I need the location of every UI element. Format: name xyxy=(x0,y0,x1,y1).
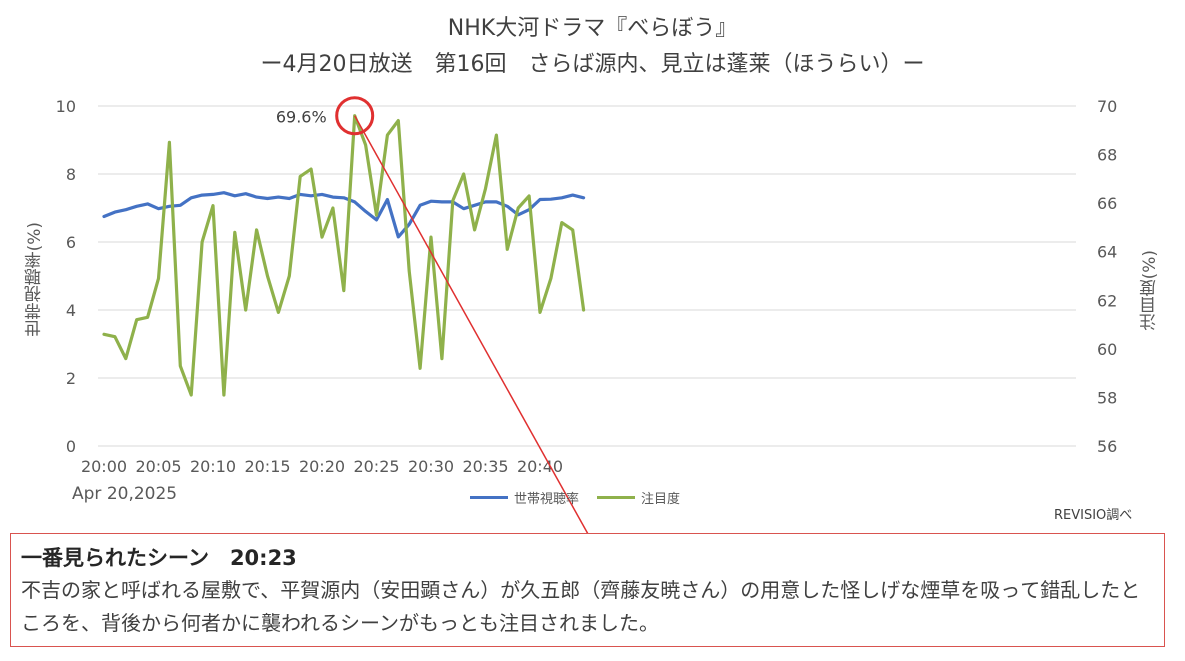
series-line-attention xyxy=(102,114,586,397)
y-tick-right-label: 60 xyxy=(1097,340,1117,359)
chart-title: NHK大河ドラマ『べらぼう』 xyxy=(447,16,738,41)
highlight-scene-heading: 一番見られたシーン 20:23 xyxy=(21,546,297,570)
broadcast-date: Apr 20,2025 xyxy=(72,484,178,504)
y-tick-left-label: 6 xyxy=(66,233,76,252)
legend-label-rating: 世帯視聴率 xyxy=(514,492,580,507)
legend-item-rating: 世帯視聴率 xyxy=(470,488,579,507)
x-tick-label: 20:30 xyxy=(408,457,454,476)
highlight-pointer-line xyxy=(354,115,589,535)
highlight-circle xyxy=(335,96,375,136)
legend-label-attention: 注目度 xyxy=(641,492,681,507)
y-tick-right-label: 66 xyxy=(1097,194,1117,213)
y-axis-left-label: 世帯視聴率(%) xyxy=(25,222,45,337)
y-tick-left-label: 10 xyxy=(56,97,76,116)
x-tick-label: 20:15 xyxy=(244,457,290,476)
x-tick-label: 20:05 xyxy=(135,457,181,476)
y-tick-right-label: 62 xyxy=(1097,291,1117,310)
chart-subtitle: ー4月20日放送 第16回 さらば源内、見立は蓬莱（ほうらい）ー xyxy=(260,52,925,77)
x-tick-label: 20:00 xyxy=(81,457,127,476)
x-tick-label: 20:20 xyxy=(299,457,345,476)
y-tick-right-label: 70 xyxy=(1097,97,1117,116)
y-tick-left-label: 8 xyxy=(66,165,76,184)
x-tick-label: 20:10 xyxy=(190,457,236,476)
y-tick-left-label: 0 xyxy=(66,437,76,456)
y-tick-left-label: 2 xyxy=(66,369,76,388)
y-tick-left-label: 4 xyxy=(66,301,76,320)
x-tick-label: 20:25 xyxy=(353,457,399,476)
y-tick-right-label: 68 xyxy=(1097,146,1117,165)
highlight-scene-box: 一番見られたシーン 20:23 不吉の家と呼ばれる屋敷で、平賀源内（安田顕さん）… xyxy=(10,533,1165,647)
legend-swatch-attention xyxy=(597,496,636,499)
data-label-peak: 69.6% xyxy=(276,108,327,127)
y-axis-right-label: 注目度(%) xyxy=(1140,250,1160,331)
highlight-scene-description: 不吉の家と呼ばれる屋敷で、平賀源内（安田顕さん）が久五郎（齊藤友暁さん）の用意し… xyxy=(21,578,1141,635)
x-tick-label: 20:35 xyxy=(462,457,508,476)
legend-item-attention: 注目度 xyxy=(597,488,680,507)
legend-swatch-rating xyxy=(470,496,508,499)
y-tick-right-label: 58 xyxy=(1097,388,1117,407)
x-tick-label: 20:40 xyxy=(517,457,563,476)
legend: 世帯視聴率 注目度 xyxy=(470,488,698,507)
y-tick-right-label: 56 xyxy=(1097,437,1117,456)
data-source: REVISIO調べ xyxy=(1054,508,1133,523)
y-tick-right-label: 64 xyxy=(1097,243,1117,262)
